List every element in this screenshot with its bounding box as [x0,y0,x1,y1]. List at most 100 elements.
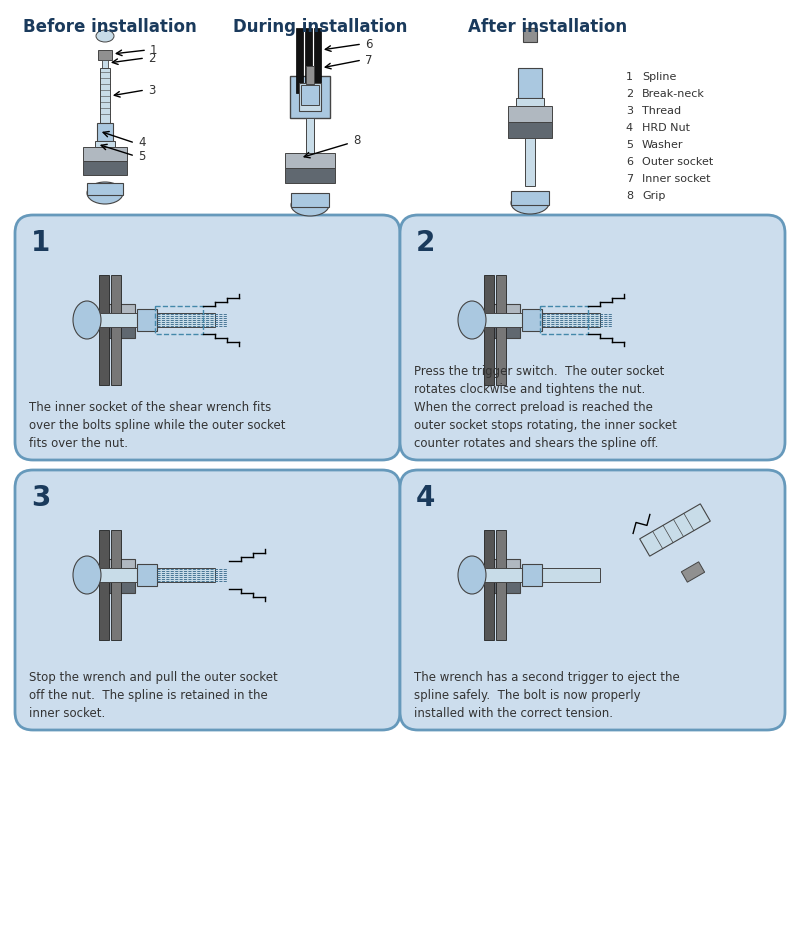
Bar [155,306,203,334]
Text: The wrench has a second trigger to eject the
spline safely.  The bolt is now pro: The wrench has a second trigger to eject… [414,671,680,720]
Text: Spline: Spline [642,72,676,82]
Bar [306,66,314,84]
Ellipse shape [291,194,329,216]
Bar [522,564,542,586]
Bar [299,83,321,111]
Bar [285,168,335,183]
Bar [480,313,600,327]
Text: 6: 6 [626,157,633,167]
Bar [83,147,127,161]
Text: 4: 4 [626,123,633,133]
Text: After installation: After installation [469,18,627,36]
Text: 6: 6 [365,37,373,50]
Text: Break-neck: Break-neck [642,89,705,99]
Text: 5: 5 [138,150,146,163]
Bar [105,559,135,577]
Bar [102,60,108,68]
Text: 1: 1 [150,44,158,56]
Text: 3: 3 [148,83,155,96]
Text: 1: 1 [626,72,633,82]
Ellipse shape [511,192,549,214]
Text: Before installation: Before installation [23,18,197,36]
Bar [516,98,544,106]
Text: 7: 7 [626,174,633,184]
Text: 2: 2 [626,89,633,99]
Bar [490,322,520,338]
Text: The inner socket of the shear wrench fits
over the bolts spline while the outer : The inner socket of the shear wrench fit… [29,401,286,450]
Bar [682,562,705,583]
Ellipse shape [458,556,486,594]
Bar [285,153,335,168]
Bar [290,76,330,118]
Text: 2: 2 [416,229,435,257]
Bar [511,191,549,205]
Ellipse shape [87,182,123,204]
Text: 8: 8 [353,134,360,147]
Text: Stop the wrench and pull the outer socket
off the nut.  The spline is retained i: Stop the wrench and pull the outer socke… [29,671,278,720]
Bar [508,122,552,138]
Bar [301,85,319,105]
Bar [296,28,303,93]
Text: 7: 7 [365,53,373,66]
Text: 4: 4 [416,484,435,512]
Bar [525,138,535,186]
Bar [490,304,520,322]
FancyBboxPatch shape [400,470,785,730]
Bar [137,309,157,331]
Text: During installation: During installation [233,18,407,36]
Bar [484,275,494,385]
Bar [496,275,506,385]
Bar [97,123,113,141]
FancyBboxPatch shape [15,470,400,730]
Bar [490,559,520,577]
Bar [98,50,112,60]
Bar [83,161,127,175]
Text: HRD Nut: HRD Nut [642,123,690,133]
Text: 2: 2 [148,51,155,65]
Bar [490,577,520,593]
Bar [518,68,542,98]
Text: 3: 3 [626,106,633,116]
Text: 1: 1 [31,229,50,257]
Text: Grip: Grip [642,191,666,201]
Bar [540,306,588,334]
Bar [111,530,121,640]
Bar [87,183,123,195]
Bar [523,28,537,42]
Bar [496,530,506,640]
Text: Outer socket: Outer socket [642,157,714,167]
Bar [291,193,329,207]
Bar [100,68,110,123]
Text: 3: 3 [31,484,50,512]
Bar [95,568,215,582]
Text: Inner socket: Inner socket [642,174,710,184]
Bar [105,304,135,322]
Bar [99,275,109,385]
Bar [480,568,600,582]
Bar [484,530,494,640]
Bar [95,141,115,147]
Ellipse shape [73,556,101,594]
Text: Thread: Thread [642,106,681,116]
Text: 4: 4 [138,137,146,150]
Bar [314,28,321,93]
Text: Press the trigger switch.  The outer socket
rotates clockwise and tightens the n: Press the trigger switch. The outer sock… [414,365,677,450]
Ellipse shape [73,301,101,339]
FancyBboxPatch shape [15,215,400,460]
Bar [105,577,135,593]
Bar [99,530,109,640]
Ellipse shape [96,30,114,42]
Bar [137,564,157,586]
FancyBboxPatch shape [400,215,785,460]
Text: 5: 5 [626,140,633,150]
Bar [305,28,312,93]
Text: Washer: Washer [642,140,683,150]
Bar [508,106,552,122]
Bar [105,322,135,338]
Bar [640,504,710,556]
Bar [522,309,542,331]
Bar [111,275,121,385]
Bar [95,313,215,327]
Text: 8: 8 [626,191,633,201]
Ellipse shape [458,301,486,339]
